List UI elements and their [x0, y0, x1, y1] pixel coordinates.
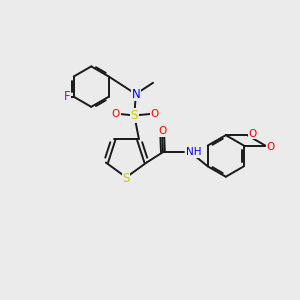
Text: S: S: [131, 109, 138, 122]
Text: O: O: [248, 129, 257, 139]
Text: O: O: [112, 109, 120, 119]
Text: F: F: [64, 90, 70, 103]
Text: O: O: [266, 142, 275, 152]
Text: O: O: [158, 126, 166, 136]
Text: N: N: [131, 88, 140, 100]
Text: NH: NH: [186, 147, 201, 157]
Text: O: O: [150, 109, 158, 119]
Text: S: S: [122, 172, 130, 185]
